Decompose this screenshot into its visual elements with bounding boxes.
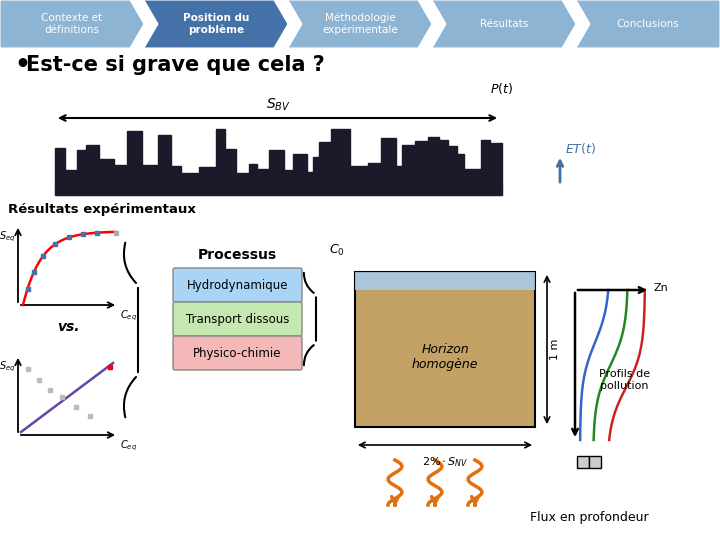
Text: Position du
problème: Position du problème [183, 13, 249, 35]
Text: Processus: Processus [198, 248, 277, 262]
Text: Physico-chimie: Physico-chimie [193, 347, 282, 360]
Text: Flux en profondeur: Flux en profondeur [530, 511, 649, 524]
Polygon shape [432, 0, 576, 48]
Polygon shape [576, 0, 720, 48]
Polygon shape [55, 183, 502, 195]
Bar [355, 272, 535, 427]
Text: $S_{eq}$: $S_{eq}$ [0, 360, 15, 374]
Text: vs.: vs. [57, 320, 79, 334]
Text: $C_{eq}$: $C_{eq}$ [120, 439, 137, 454]
Text: $S_{eq}$: $S_{eq}$ [0, 230, 15, 245]
Text: 1 m: 1 m [550, 339, 560, 360]
FancyBboxPatch shape [173, 302, 302, 336]
Text: $C_{eq}$: $C_{eq}$ [120, 309, 137, 323]
FancyBboxPatch shape [173, 268, 302, 302]
Text: $S_{BV}$: $S_{BV}$ [266, 97, 290, 113]
Text: Résultats: Résultats [480, 19, 528, 29]
Text: $ET(t)$: $ET(t)$ [565, 140, 596, 156]
Text: Méthodologie
expérimentale: Méthodologie expérimentale [322, 12, 398, 35]
Text: Hydrodynamique: Hydrodynamique [186, 279, 288, 292]
Text: Transport dissous: Transport dissous [186, 313, 289, 326]
Text: $2\%\cdot S_{NV}$: $2\%\cdot S_{NV}$ [422, 455, 468, 469]
Text: Horizon
homogène: Horizon homogène [412, 343, 478, 372]
Polygon shape [55, 129, 502, 195]
Text: Profils de
pollution: Profils de pollution [599, 369, 650, 391]
Text: Est-ce si grave que cela ?: Est-ce si grave que cela ? [26, 55, 325, 75]
Text: Zn: Zn [653, 283, 667, 293]
Polygon shape [0, 0, 144, 48]
Bar [355, 272, 535, 290]
Polygon shape [144, 0, 288, 48]
Text: $C_0$: $C_0$ [329, 242, 345, 258]
Text: Contexte et
définitions: Contexte et définitions [42, 13, 102, 35]
FancyBboxPatch shape [173, 336, 302, 370]
Polygon shape [288, 0, 432, 48]
Text: Conclusions: Conclusions [616, 19, 680, 29]
Text: Résultats expérimentaux: Résultats expérimentaux [8, 204, 196, 217]
Text: $P(t)$: $P(t)$ [490, 80, 513, 96]
Text: •: • [14, 53, 30, 77]
